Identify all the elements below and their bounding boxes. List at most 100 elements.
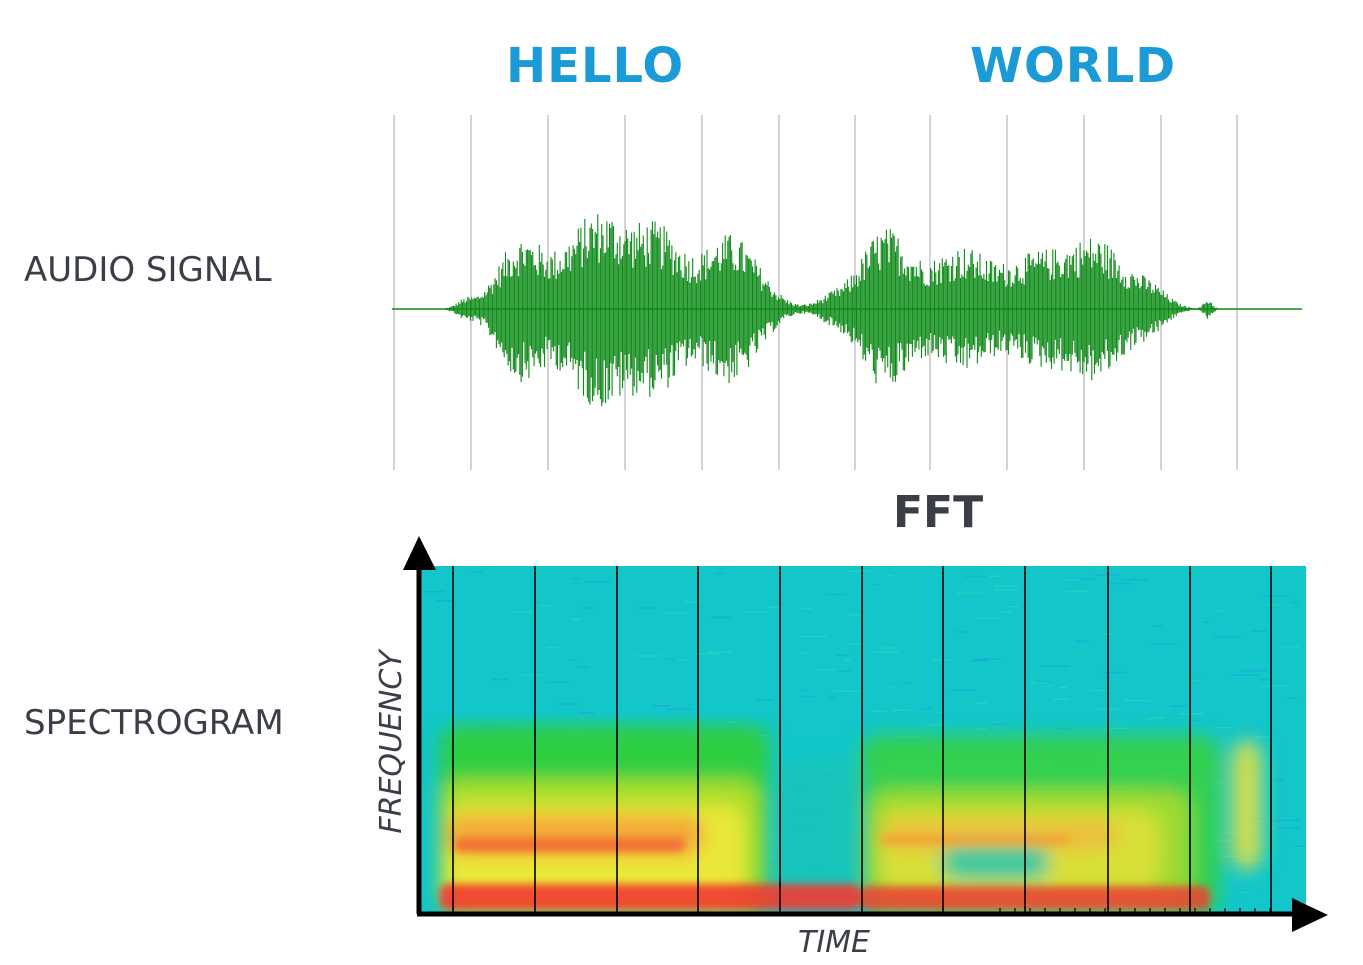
spectrogram-streak [802,607,812,610]
spectrogram-streak [1066,578,1081,581]
spectrogram-streak [847,570,870,572]
spectrogram-streak [1230,674,1259,676]
spectrogram-streak [742,611,768,613]
spectrogram-streak [1189,719,1199,722]
spectrogram-streak [840,690,863,692]
spectrogram-streak [1202,621,1210,623]
spectrogram-streak [1251,630,1267,632]
fft-label: FFT [893,487,984,538]
spectrogram-streak [1240,670,1268,672]
spectrogram-streak [920,707,933,710]
spectrogram-streak [767,836,778,839]
spectrogram-streak [510,611,533,613]
spectrogram-streak [435,600,454,602]
spectrogram-streak [936,711,944,714]
spectrogram-streak [1029,681,1049,684]
spectrogram-streak [584,580,611,583]
spectrogram-streak [835,654,850,657]
low-freq-band [860,886,1210,910]
spectrogram-streak [1254,736,1269,738]
spectrogram-streak [547,646,559,649]
spectrogram-streak [1123,699,1152,702]
spectrogram-streak [1042,665,1069,667]
spectrogram-streak [885,687,894,689]
spectrogram-streak [664,612,689,614]
spectrogram-streak [1145,718,1158,720]
spectrogram-streak [1073,578,1094,580]
spectrogram-streak [665,708,692,711]
spectrogram-streak [521,674,543,677]
spectrogram-streak [982,575,1004,577]
spectrogram-streak [556,703,579,705]
trailing-blip-band [1232,740,1262,870]
spectrogram-streak [1074,640,1090,642]
spectrogram-streak [1214,839,1231,842]
spectrogram-streak [886,574,894,577]
spectrogram-streak [1274,779,1285,782]
spectrogram-streak [1054,727,1071,730]
spectrogram-streak [844,658,851,661]
spectrogram-streak [1059,686,1068,689]
spectrogram-streak [636,607,656,609]
spectrogram-frame-lines [452,566,1272,912]
spectrogram-streak [993,585,1019,587]
spectrogram-streak [583,607,596,609]
spectrogram-streak [492,678,509,681]
low-freq-band [440,884,860,910]
spectrogram-streak [1064,590,1089,592]
spectrogram-streak [1257,678,1269,681]
spectrogram-streak [1271,819,1300,822]
spectrogram-streak [1152,625,1164,627]
spectrogram-streak [872,584,880,586]
spectrogram-streak [545,681,571,684]
spectrogram-streak [965,575,988,578]
spectrogram-energy-detail [440,835,1210,910]
spectrogram-streak [814,669,836,671]
audio-waveform [392,214,1302,407]
spectrogram-streak [1089,689,1110,692]
time-axis-ticks [999,908,1271,914]
spectrogram-streak [849,643,866,645]
time-axis-label: TIME [798,925,871,960]
spectrogram-streak [501,720,513,723]
spectrogram-streak [1238,891,1250,894]
spectrogram-streak [1290,601,1299,604]
spectrogram-axes [403,536,1328,932]
frequency-axis-label: FREQUENCY [374,650,409,834]
spectrogram-streak [1179,712,1204,715]
spectrogram-streak [932,659,951,662]
spectrogram-streak [994,588,1017,591]
spectrogram-streak [635,655,661,657]
spectrogram-streak [824,593,847,596]
spectrogram-streak [1295,845,1306,847]
spectrogram-streak [1170,705,1188,707]
spectrogram-streak [974,728,988,730]
spectrogram-streak [1007,605,1019,608]
spectrogram-streak [1280,646,1300,648]
spectrogram-streak [695,653,718,655]
spectrogram-streak [756,699,774,701]
spectrogram-streak [1286,697,1299,700]
spectrogram-streak [571,618,581,621]
spectrogram-streak [882,647,895,649]
spectrogram-streak [578,712,596,714]
spectrogram-streak [846,614,863,616]
spectrogram-streak [1103,671,1127,674]
spectrogram-image [418,566,1306,912]
spectrogram-streak [950,689,975,691]
spectrogram-streak [799,652,809,655]
spectrogram-streak [683,601,702,603]
spectrogram-streak [1120,578,1148,581]
spectrogram-streak [714,572,724,575]
spectrogram-streak [726,721,740,724]
spectrogram-streak [800,689,807,692]
spectrogram-streak [569,659,577,661]
spectrogram-streak [1036,680,1050,683]
spectrogram-streak [927,724,945,726]
spectrogram-streak [831,690,841,692]
spectrogram-streak [1213,726,1233,729]
spectrogram-streak [677,659,689,661]
spectrogram-streak [1153,717,1165,719]
frequency-axis-arrow [403,536,436,570]
spectrogram-streak [799,635,828,638]
